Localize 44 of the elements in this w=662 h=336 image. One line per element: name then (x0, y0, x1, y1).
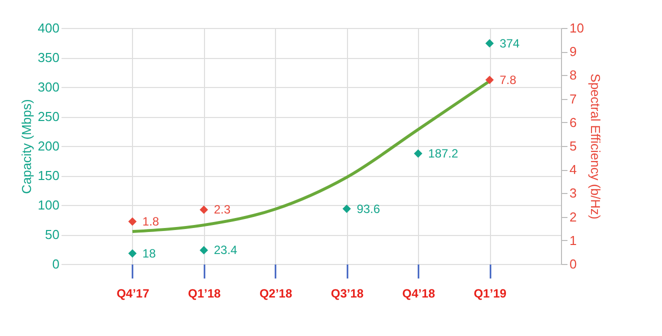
y2-tick-label: 1 (570, 232, 577, 248)
point (128, 217, 137, 226)
data-label: 93.6 (356, 202, 380, 216)
point (485, 39, 494, 48)
point (200, 246, 208, 254)
x-tick-label: Q3’18 (330, 286, 364, 300)
y-tick-label: 350 (38, 50, 60, 65)
y2-tick-label: 9 (570, 44, 577, 60)
y-tick-label: 300 (38, 80, 60, 94)
y-tick-label: 50 (45, 227, 60, 242)
y2-tick-label: 10 (570, 20, 584, 36)
point (414, 149, 422, 158)
y-tick-label: 400 (38, 20, 60, 36)
data-label: 1.8 (142, 214, 160, 229)
x-tick-label: Q1’18 (188, 286, 222, 300)
y2-tick-label: 4 (570, 162, 577, 178)
data-label: 2.3 (214, 202, 231, 217)
x-tick-label: Q4’18 (402, 286, 436, 300)
x-tick-label: Q1’19 (474, 286, 507, 300)
x-tick-label: Q2’18 (259, 286, 292, 300)
data-label: 374 (500, 36, 520, 50)
y-tick-label: 0 (52, 256, 60, 272)
data-label: 7.8 (500, 72, 517, 87)
y2-tick-label: 8 (570, 68, 577, 83)
data-label: 18 (142, 246, 156, 260)
y-tick-label: 150 (38, 168, 60, 183)
y-tick-label: 250 (38, 109, 60, 124)
point (200, 206, 208, 214)
data-label: 187.2 (428, 146, 458, 161)
y-tick-label: 200 (38, 138, 60, 154)
y2-tick-label: 7 (570, 91, 577, 106)
y2-tick-label: 6 (570, 114, 577, 130)
y2-tick-label: 0 (570, 256, 577, 272)
y2-tick-label: 3 (570, 186, 577, 201)
y2-axis-title: Spectral Efficiency (b/Hz) (588, 74, 603, 220)
data-label: 23.4 (214, 243, 238, 258)
point (485, 76, 494, 84)
point (342, 204, 351, 213)
point (128, 249, 137, 258)
y-axis-title: Capacity (Mbps) (18, 99, 34, 194)
y-tick-label: 100 (38, 198, 60, 212)
x-tick-label: Q4’17 (116, 286, 150, 300)
y2-tick-label: 2 (570, 209, 577, 224)
y2-tick-label: 5 (570, 138, 577, 154)
